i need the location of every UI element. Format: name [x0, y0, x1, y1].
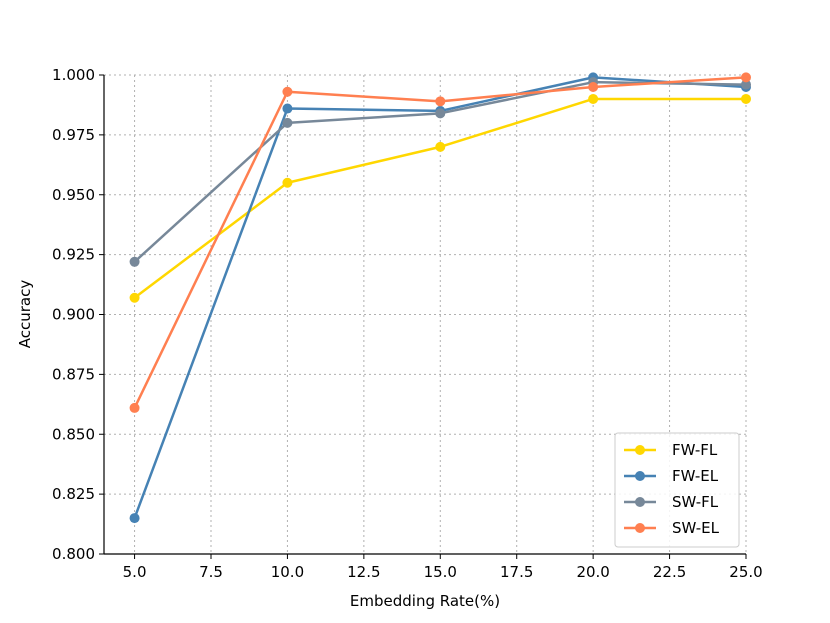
series-lines	[129, 72, 751, 524]
legend: FW-FL FW-EL SW-FL SW-EL	[614, 432, 740, 548]
x-tick-label: 17.5	[500, 563, 533, 581]
x-tick-label: 5.0	[123, 563, 147, 581]
data-point-sw-fl	[435, 108, 446, 119]
y-tick-label: 0.825	[52, 485, 95, 503]
x-tick-label: 7.5	[199, 563, 223, 581]
data-point-sw-el	[129, 402, 140, 413]
y-tick-label: 0.875	[52, 365, 95, 383]
legend-box	[614, 432, 740, 548]
legend-marker-fw-fl	[635, 445, 645, 455]
x-tick-label: 10.0	[271, 563, 304, 581]
data-point-sw-fl	[282, 117, 293, 128]
x-tick-label: 15.0	[424, 563, 457, 581]
series-sw-el	[129, 72, 751, 413]
legend-label-sw-el: SW-EL	[672, 519, 720, 537]
y-ticks: 0.800 0.825 0.850 0.875 0.900 0.925 0.950 0.975…	[52, 66, 104, 563]
legend-item-fw-el: FW-EL	[624, 467, 719, 485]
x-tick-label: 12.5	[347, 563, 380, 581]
y-tick-label: 0.975	[52, 126, 95, 144]
legend-item-sw-fl: SW-FL	[624, 493, 719, 511]
series-line-fw-fl	[133, 97, 746, 299]
data-point-fw-fl	[741, 93, 751, 104]
y-tick-label: 0.850	[52, 425, 95, 443]
legend-label-fw-fl: FW-FL	[672, 441, 718, 459]
x-ticks: 5.0 7.5 10.0 12.5 15.0 17.5 20.0 22.5 25.0	[123, 554, 763, 581]
x-axis-label: Embedding Rate(%)	[350, 592, 500, 610]
y-tick-label: 0.925	[52, 246, 95, 264]
legend-item-fw-fl: FW-FL	[624, 441, 718, 459]
data-point-fw-fl	[282, 177, 293, 188]
x-tick-label: 25.0	[729, 563, 762, 581]
legend-marker-sw-el	[635, 523, 645, 533]
data-point-sw-fl	[129, 256, 140, 267]
data-point-fw-el	[129, 513, 140, 524]
series-fw-fl	[129, 93, 751, 303]
data-point-fw-fl	[435, 141, 446, 152]
legend-marker-fw-el	[635, 471, 645, 481]
legend-item-sw-el: SW-EL	[624, 519, 720, 537]
data-point-fw-el	[282, 103, 293, 114]
y-tick-label: 1.000	[52, 66, 95, 84]
y-axis-label: Accuracy	[16, 280, 34, 349]
data-point-sw-el	[588, 81, 599, 92]
y-tick-label: 0.800	[52, 545, 95, 563]
data-point-sw-el	[741, 72, 751, 83]
data-point-fw-fl	[588, 93, 599, 104]
data-point-sw-el	[282, 86, 293, 97]
legend-label-sw-fl: SW-FL	[672, 493, 719, 511]
legend-marker-sw-fl	[635, 497, 645, 507]
data-point-sw-el	[435, 96, 446, 107]
x-tick-label: 22.5	[653, 563, 686, 581]
data-point-fw-fl	[129, 292, 140, 303]
legend-label-fw-el: FW-EL	[672, 467, 719, 485]
y-tick-label: 0.950	[52, 186, 95, 204]
y-tick-label: 0.900	[52, 306, 95, 324]
data-point-sw-fl	[741, 79, 751, 90]
x-tick-label: 20.0	[576, 563, 609, 581]
